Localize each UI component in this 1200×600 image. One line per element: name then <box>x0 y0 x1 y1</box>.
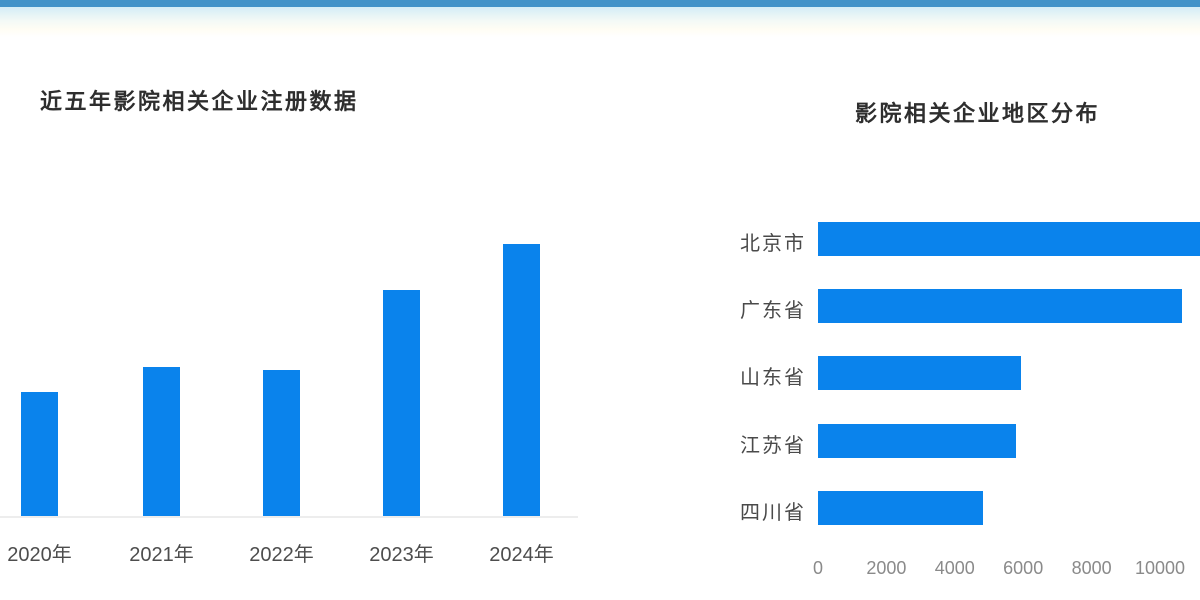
x-tick-label: 6000 <box>1003 558 1044 578</box>
x-tick-label: 0 <box>812 558 823 578</box>
x-axis-label: 2023年 <box>369 544 434 566</box>
bar-2022年 <box>263 370 300 516</box>
top-gradient-band <box>0 7 1200 37</box>
x-axis-line <box>0 516 578 518</box>
x-tick-label: 8000 <box>1071 558 1112 578</box>
y-category-label: 北京市 <box>740 233 806 255</box>
y-category-label: 江苏省 <box>740 435 806 457</box>
bar-北京市 <box>818 222 1200 256</box>
bar-2024年 <box>503 244 540 516</box>
x-tick-label: 4000 <box>934 558 975 578</box>
bar-广东省 <box>818 289 1182 323</box>
x-axis-label: 2022年 <box>249 544 314 566</box>
bar-四川省 <box>818 491 983 525</box>
x-axis-label: 2020年 <box>7 544 72 566</box>
x-axis-label: 2021年 <box>129 544 194 566</box>
bar-江苏省 <box>818 424 1016 458</box>
y-category-label: 山东省 <box>740 367 806 389</box>
bar-2023年 <box>383 290 420 516</box>
bar-山东省 <box>818 356 1021 390</box>
y-category-label: 广东省 <box>740 300 806 322</box>
y-category-label: 四川省 <box>740 502 806 524</box>
x-tick-label: 2000 <box>866 558 907 578</box>
bar-2021年 <box>143 367 180 516</box>
regions-chart-title: 影院相关企业地区分布 <box>855 101 1101 126</box>
bar-2020年 <box>21 392 58 516</box>
x-tick-label: 10000 <box>1134 558 1186 578</box>
x-axis-label: 2024年 <box>489 544 554 566</box>
registrations-chart-title: 近五年影院相关企业注册数据 <box>40 89 359 114</box>
top-accent-strip <box>0 0 1200 7</box>
